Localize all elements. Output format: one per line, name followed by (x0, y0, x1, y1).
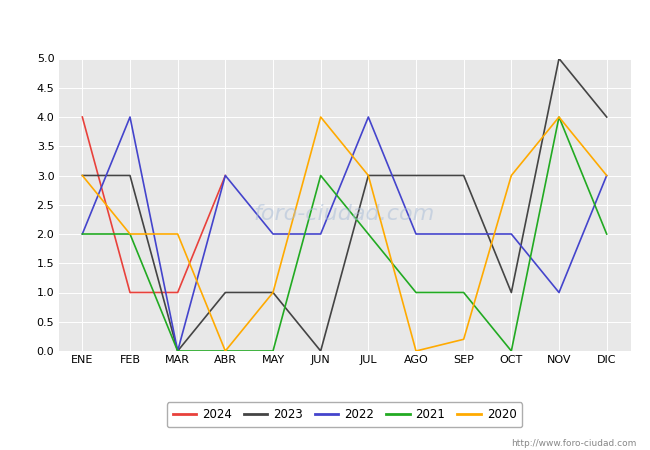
Text: http://www.foro-ciudad.com: http://www.foro-ciudad.com (512, 439, 637, 448)
Text: foro-ciudad.com: foro-ciudad.com (254, 203, 435, 224)
Legend: 2024, 2023, 2022, 2021, 2020: 2024, 2023, 2022, 2021, 2020 (166, 402, 523, 427)
Text: Matriculaciones de Vehiculos en Castropodame: Matriculaciones de Vehiculos en Castropo… (144, 15, 506, 30)
